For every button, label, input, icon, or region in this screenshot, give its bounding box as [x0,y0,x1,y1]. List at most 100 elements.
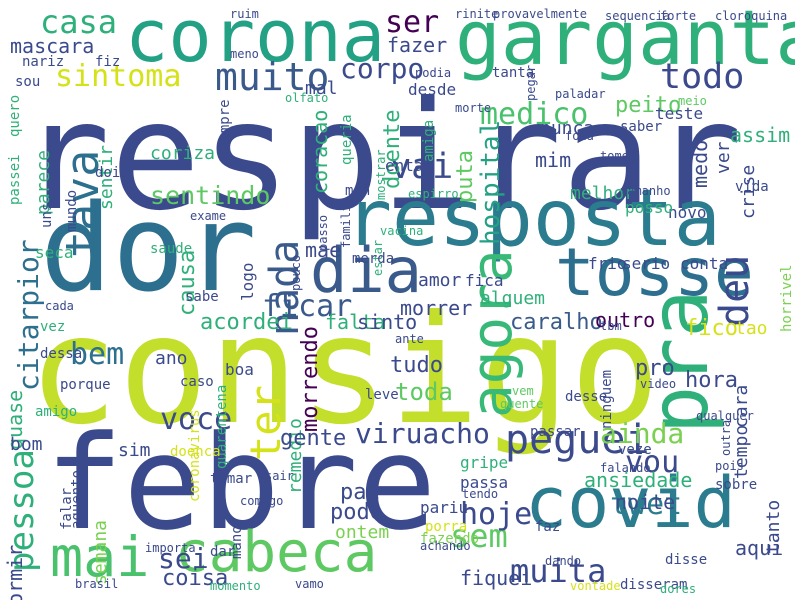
word-twet: twet [610,487,683,522]
word-tbm: tbm [600,319,622,333]
word-sou: sou [15,74,41,90]
word-podia: podia [415,66,452,80]
word-video: video [640,377,677,391]
word-sentindo: sentindo [150,181,271,210]
word-fica: fica [465,271,504,290]
word-rinite: rinite [455,7,499,21]
word-dor: dor [40,180,257,319]
word-forte: forte [660,9,697,23]
word-nunca: nunca [540,118,595,139]
word-bem: bem [70,337,125,372]
word-leve: leve [365,387,399,403]
word-coriza: coriza [150,143,216,164]
word-novo: novo [668,203,707,222]
word-covid: covid [525,462,736,544]
word-serio: serio [622,254,671,273]
word-morrer: morrer [400,296,473,320]
word-aqui: aqui [735,536,784,560]
word-alguem: alguem [480,288,546,309]
word-falando: falando [600,461,651,475]
word-resposta: resposta [345,174,721,264]
word-caso: caso [180,374,214,390]
word-dores: dores [660,582,697,596]
word-semana: semana [90,519,111,585]
word-citarpior: citarpior [12,239,45,392]
word-acordei: acordei [200,310,293,335]
word-fiz: fiz [95,54,121,70]
word-ano: ano [155,348,188,369]
word-mostrar: mostrar [374,149,388,201]
word-horrivel: horrivel [779,264,795,333]
word-passei: passei [7,154,23,206]
word-min: min [345,183,371,199]
word-mai: mai [50,525,150,589]
word-febre: febre [45,407,437,559]
word-fazendo: fazendo [420,531,480,547]
word-sabe: sabe [185,289,219,305]
word-vou: vou [625,445,680,480]
word-sei: sei [158,542,209,575]
word-veze: veze [618,442,652,458]
word-pai: pai [340,480,380,505]
word-melhor: melhor [570,183,636,204]
word-conta: conta [680,254,729,273]
word-quero: quero [7,94,23,137]
word-garganta: garganta [455,0,795,82]
word-causa: causa [175,249,200,316]
word-pro: pro [635,356,675,381]
word-brasil: brasil [75,577,119,591]
word-casa: casa [40,3,118,41]
word-sair: sair [265,469,294,483]
word-doenca: doenca [170,444,221,460]
word-medico: medico [480,97,589,132]
word-logo: logo [238,262,257,302]
word-dia: dia [310,234,422,307]
word-ficar: ficar [262,289,353,324]
word-cloroquina: cloroquina [715,9,788,23]
word-quente: quente [500,397,544,411]
word-bom: bom [10,434,43,455]
word-dessa: dessa [40,346,83,362]
word-tendo: tendo [462,487,499,501]
word-tudo: tudo [390,353,443,378]
word-desse: desse [565,389,608,405]
word-qualquer: qualquer [696,409,754,423]
word-faz: faz [535,519,561,535]
word-outra: outra [719,419,733,456]
word-peito: peito [615,93,682,118]
word-sim: sim [118,440,151,461]
word-disse: disse [665,552,708,568]
word-tanta: tanta [492,65,535,81]
word-todo: todo [660,57,745,97]
word-falar: falar [59,487,75,530]
word-vez: vez [40,319,66,335]
word-desde: desde [408,80,457,99]
word-sobre: sobre [715,477,758,493]
word-assim: assim [730,123,791,147]
word-coisa: coisa [162,566,229,591]
word-queria: queria [339,114,355,166]
word-peguei: peguei [505,417,650,463]
word-sintoma: sintoma [55,59,182,94]
word-ser: ser [385,5,440,40]
word-coronavirus: coronavirus [187,409,203,503]
word-ansiedade: ansiedade [584,468,693,492]
word-uns: uns [39,202,55,229]
word-pouco: pouco [289,254,303,291]
word-morte: morte [455,101,492,115]
word-pois: pois [715,459,744,473]
word-seca: seca [35,243,74,262]
word-exame: exame [190,209,227,223]
word-paladar: paladar [555,87,606,101]
word-muito: muito [215,55,330,99]
word-boa: boa [225,360,254,379]
word-corona: corona [125,0,386,78]
word-outro: outro [595,308,656,332]
word-passar: passar [530,424,581,440]
word-mae: mae [305,238,342,262]
word-amiga: amiga [421,119,437,162]
word-saber: saber [620,119,663,135]
word-gripe: gripe [460,453,509,472]
word-tomei: tomei [600,149,637,163]
